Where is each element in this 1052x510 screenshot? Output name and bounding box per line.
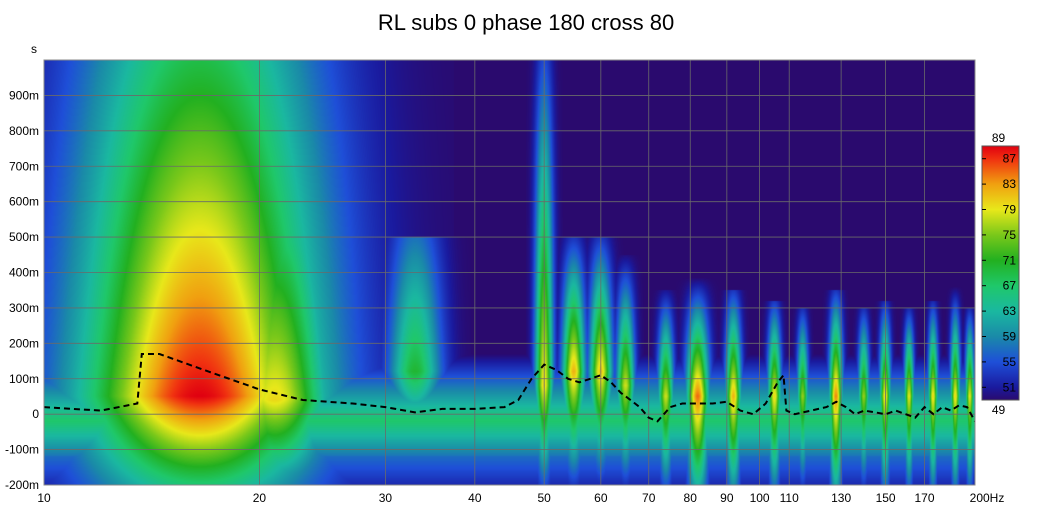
- dashed-response-line: [44, 353, 975, 423]
- colorbar-gradient: [981, 145, 1020, 401]
- x-axis-ticks: 10 20 30 40 50 60 70 80 90 100 110 130 150 170 200Hz: [37, 491, 1004, 505]
- colorbar-label: 67: [1003, 279, 1017, 293]
- colorbar-label: 83: [1003, 177, 1017, 191]
- x-tick-label: 70: [642, 491, 656, 505]
- y-tick-label: 700m: [9, 159, 39, 173]
- x-tick-label: 130: [831, 491, 851, 505]
- y-tick-label: -100m: [5, 443, 39, 457]
- y-tick-label: 0: [32, 407, 39, 421]
- x-tick-label: 30: [379, 491, 393, 505]
- x-tick-label: 150: [876, 491, 896, 505]
- y-axis-ticks: 900m 800m 700m 600m 500m 400m 300m 200m 100m 0 -10…: [5, 88, 39, 492]
- x-tick-label: 40: [468, 491, 482, 505]
- colorbar-label: 89: [992, 131, 1006, 145]
- x-tick-label: 200Hz: [970, 491, 1005, 505]
- colorbar-label: 63: [1003, 304, 1017, 318]
- plot-frame: [43, 59, 976, 486]
- x-tick-label: 10: [37, 491, 51, 505]
- colorbar-label: 87: [1003, 152, 1017, 166]
- colorbar: 89 87 83 79 75 71 67 63 59 55 51 49: [981, 131, 1020, 417]
- y-tick-label: 200m: [9, 336, 39, 350]
- y-tick-label: -200m: [5, 478, 39, 492]
- colorbar-label: 75: [1003, 228, 1017, 242]
- y-tick-label: 100m: [9, 372, 39, 386]
- colorbar-label: 59: [1003, 330, 1017, 344]
- colorbar-label: 79: [1003, 203, 1017, 217]
- x-tick-label: 20: [253, 491, 267, 505]
- y-tick-label: 900m: [9, 88, 39, 102]
- grid: [43, 60, 976, 486]
- y-tick-label: 800m: [9, 124, 39, 138]
- chart-title: RL subs 0 phase 180 cross 80: [377, 10, 675, 35]
- colorbar-label: 55: [1003, 355, 1017, 369]
- x-tick-label: 110: [780, 491, 799, 505]
- colorbar-label: 71: [1003, 253, 1017, 267]
- dashed-curve-layer: [44, 353, 975, 423]
- x-tick-label: 100: [750, 491, 770, 505]
- y-axis-label: s: [31, 42, 37, 56]
- x-tick-label: 80: [684, 491, 698, 505]
- y-tick-label: 300m: [9, 301, 39, 315]
- x-tick-label: 170: [914, 491, 934, 505]
- x-tick-label: 90: [720, 491, 734, 505]
- y-tick-label: 500m: [9, 230, 39, 244]
- colorbar-label: 51: [1003, 380, 1017, 394]
- y-tick-label: 400m: [9, 266, 39, 280]
- x-tick-label: 60: [594, 491, 608, 505]
- y-tick-label: 600m: [9, 195, 39, 209]
- colorbar-label: 49: [992, 403, 1006, 417]
- x-tick-label: 50: [537, 491, 551, 505]
